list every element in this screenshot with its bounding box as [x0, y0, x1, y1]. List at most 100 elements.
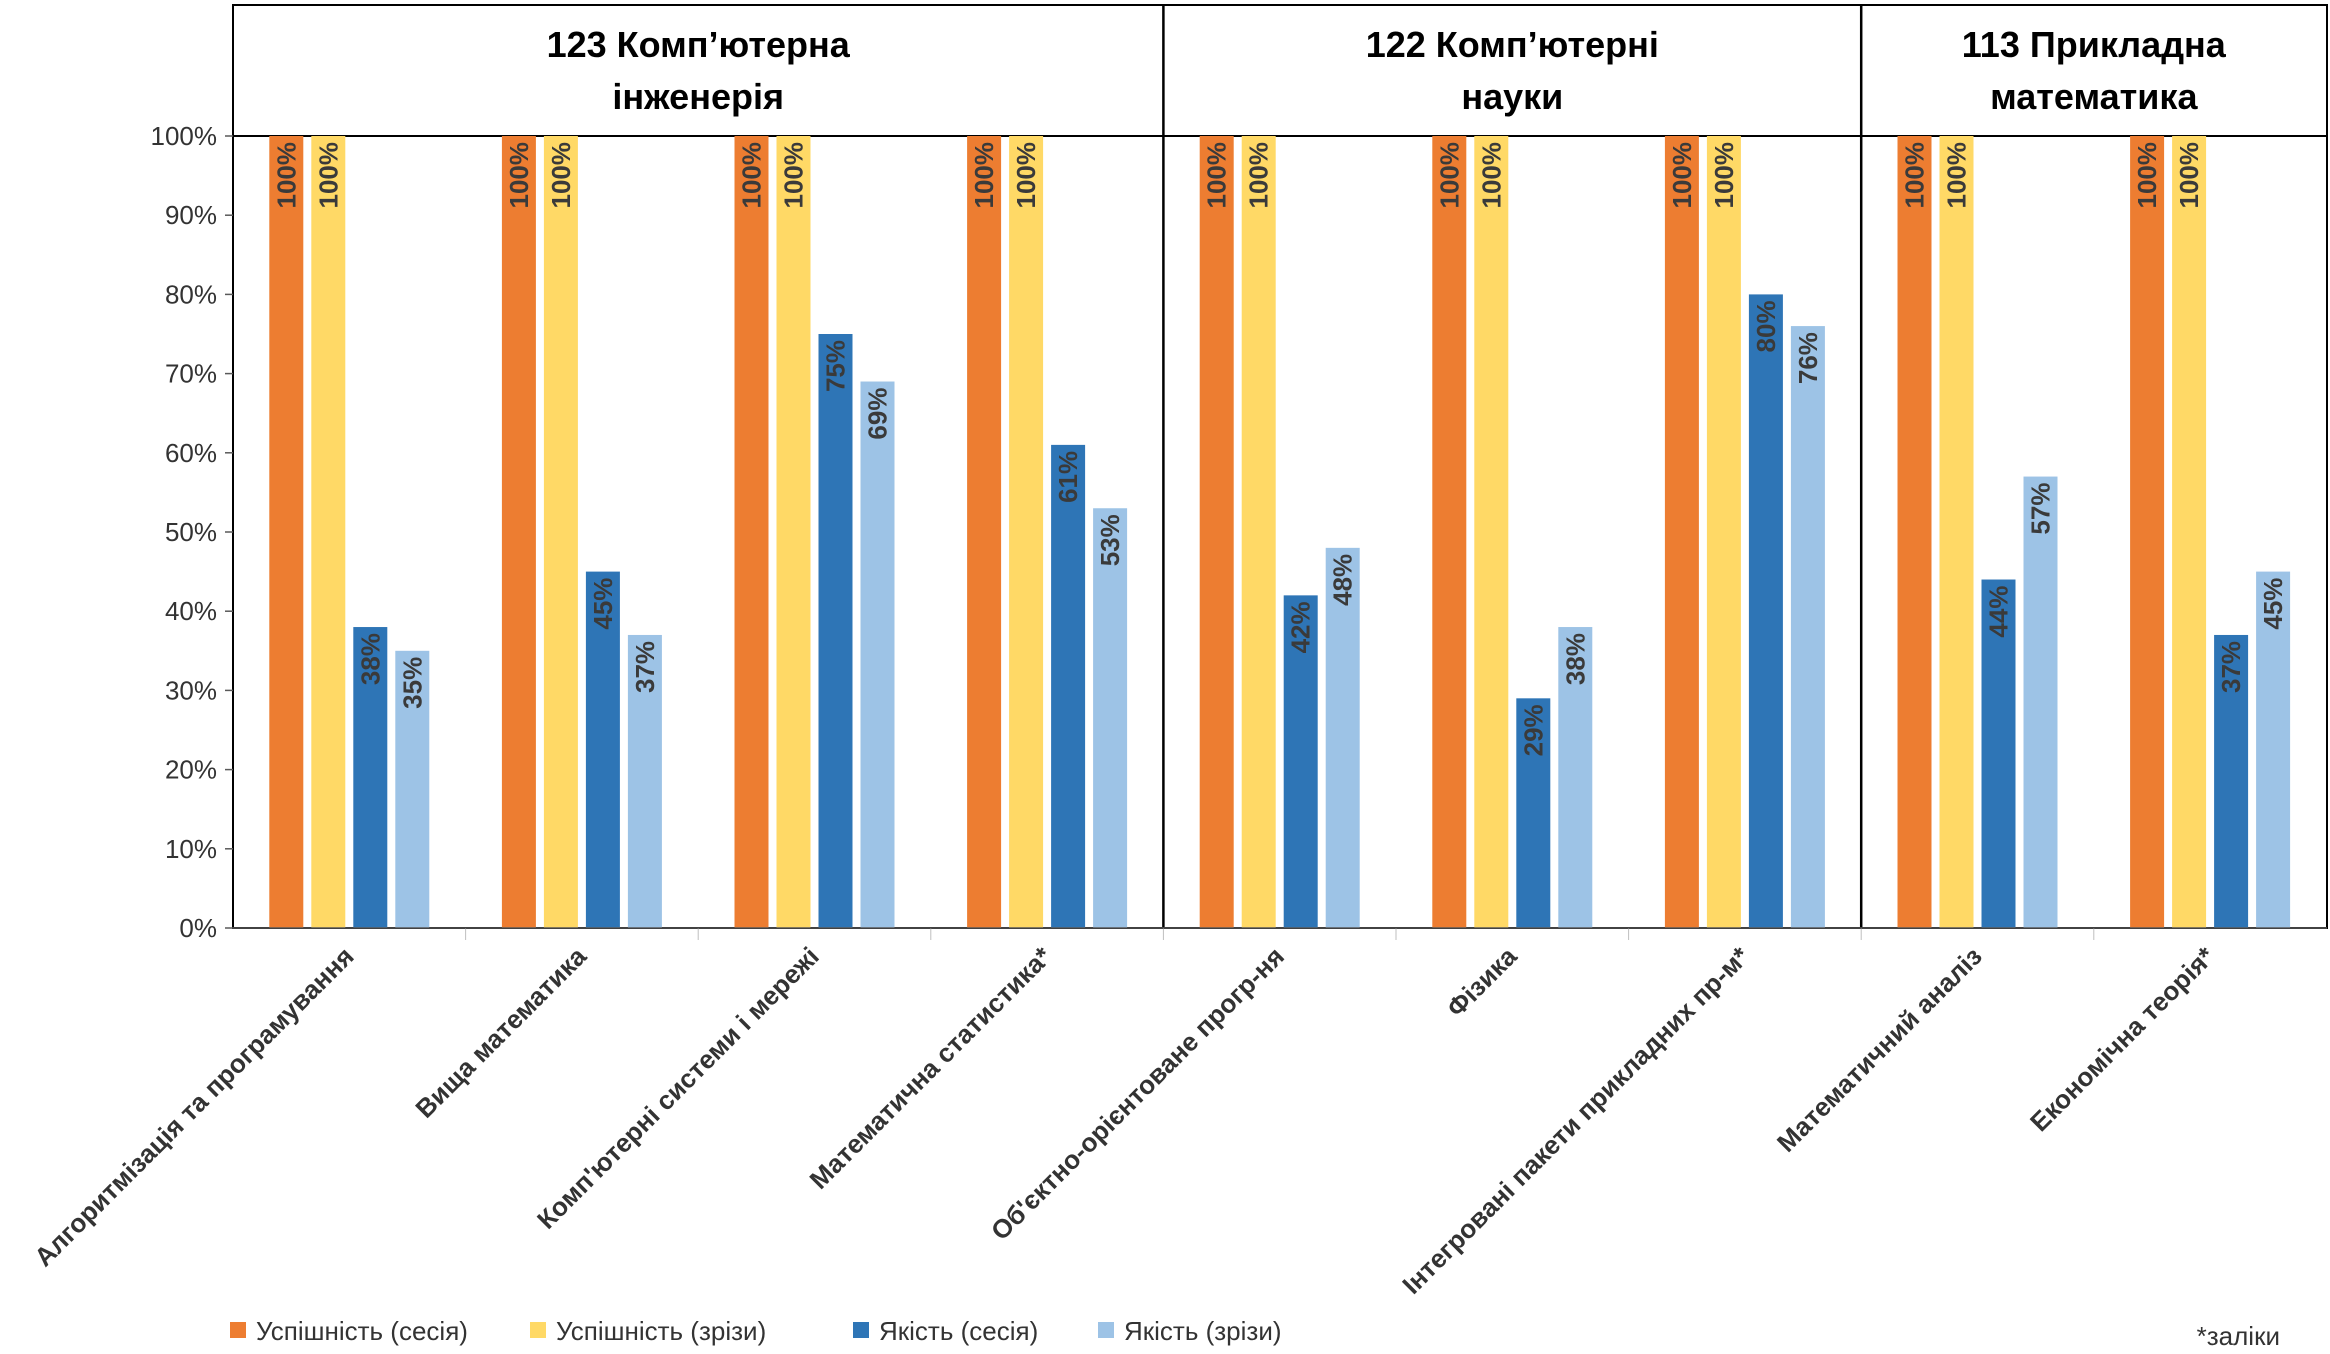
- bar: [1748, 294, 1783, 928]
- bar: [627, 634, 662, 928]
- bars: [269, 136, 2291, 929]
- bar: [1325, 547, 1360, 928]
- data-label: 29%: [1518, 704, 1548, 756]
- data-label: 100%: [546, 142, 576, 209]
- data-label: 44%: [1984, 586, 2014, 638]
- legend-label: Успішність (зрізи): [556, 1316, 766, 1346]
- y-tick-label: 10%: [165, 834, 217, 864]
- bar: [1981, 579, 2016, 928]
- bar: [543, 136, 578, 928]
- data-label: 37%: [2216, 641, 2246, 693]
- legend-swatch: [1098, 1322, 1114, 1338]
- y-axis: 0% 10% 20% 30% 40% 50% 60% 70% 80% 90% 100%: [151, 121, 233, 943]
- data-label: 100%: [1476, 142, 1506, 209]
- legend-label: Якість (сесія): [879, 1316, 1038, 1346]
- footnote: *заліки: [2197, 1321, 2280, 1351]
- bar: [2130, 136, 2165, 928]
- bar: [585, 571, 620, 928]
- bar: [1558, 627, 1593, 928]
- x-axis: Алгоритмізація та програмування Вища мате…: [28, 927, 2327, 1300]
- x-tick-label: Алгоритмізація та програмування: [28, 941, 359, 1272]
- bar: [1199, 136, 1234, 928]
- bar: [1283, 595, 1318, 928]
- y-tick-label: 100%: [151, 121, 218, 151]
- data-label: 80%: [1751, 300, 1781, 352]
- data-label: 53%: [1095, 514, 1125, 566]
- group-title-line: 123 Комп’ютерна: [547, 24, 851, 65]
- bar: [1664, 136, 1699, 928]
- y-tick-label: 30%: [165, 675, 217, 705]
- data-label: 37%: [630, 641, 660, 693]
- bar: [395, 650, 430, 928]
- y-tick-label: 0%: [179, 913, 217, 943]
- bar: [734, 136, 769, 928]
- bar: [311, 136, 346, 928]
- data-label: 69%: [863, 388, 893, 440]
- data-label: 100%: [737, 142, 767, 209]
- data-label: 42%: [1286, 601, 1316, 653]
- group-title-line: математика: [1990, 76, 2198, 117]
- data-label: 35%: [397, 657, 427, 709]
- bar: [1009, 136, 1044, 928]
- data-label: 100%: [271, 142, 301, 209]
- data-label: 100%: [779, 142, 809, 209]
- data-label: 100%: [1244, 142, 1274, 209]
- bar: [1474, 136, 1509, 928]
- bar: [2256, 571, 2291, 928]
- data-label: 100%: [969, 142, 999, 209]
- y-tick-label: 80%: [165, 279, 217, 309]
- data-label: 45%: [588, 578, 618, 630]
- group-title-line: інженерія: [612, 76, 784, 117]
- data-label: 100%: [504, 142, 534, 209]
- data-label: 100%: [1709, 142, 1739, 209]
- legend-swatch: [853, 1322, 869, 1338]
- y-tick-label: 40%: [165, 596, 217, 626]
- data-label: 38%: [355, 633, 385, 685]
- group-titles: 123 Комп’ютерна інженерія 122 Комп’ютерні н…: [547, 24, 2227, 117]
- legend-swatch: [230, 1322, 246, 1338]
- bar: [967, 136, 1002, 928]
- y-tick-label: 20%: [165, 755, 217, 785]
- legend: Успішність (сесія) Успішність (зрізи) Якіс…: [230, 1316, 1282, 1346]
- data-label: 38%: [1560, 633, 1590, 685]
- bar: [2023, 476, 2058, 928]
- bar: [1051, 444, 1086, 928]
- bar: [1790, 326, 1825, 929]
- x-tick-label: Фізика: [1441, 941, 1523, 1023]
- legend-swatch: [530, 1322, 546, 1338]
- data-label: 100%: [1011, 142, 1041, 209]
- bar: [501, 136, 536, 928]
- data-label: 100%: [1202, 142, 1232, 209]
- bar: [353, 627, 388, 928]
- data-label: 45%: [2258, 578, 2288, 630]
- y-tick-label: 60%: [165, 438, 217, 468]
- data-label: 100%: [1900, 142, 1930, 209]
- x-tick-label: Математичний аналіз: [1771, 941, 1988, 1158]
- x-tick-label: Вища математика: [409, 941, 592, 1124]
- bar: [776, 136, 811, 928]
- data-label: 100%: [1667, 142, 1697, 209]
- data-label: 100%: [313, 142, 343, 209]
- bar: [1897, 136, 1932, 928]
- data-label: 57%: [2026, 483, 2056, 535]
- data-label: 100%: [1434, 142, 1464, 209]
- group-title-line: 122 Комп’ютерні: [1366, 24, 1659, 65]
- bar: [269, 136, 304, 928]
- bar: [2172, 136, 2207, 928]
- y-tick-label: 70%: [165, 359, 217, 389]
- bar: [1241, 136, 1276, 928]
- data-label: 100%: [2174, 142, 2204, 209]
- x-tick-label: Комп'ютерні системи і мережі: [531, 941, 825, 1235]
- data-label: 61%: [1053, 451, 1083, 503]
- bar: [2214, 634, 2249, 928]
- bar: [1939, 136, 1974, 928]
- legend-label: Якість (зрізи): [1124, 1316, 1282, 1346]
- data-label: 100%: [2132, 142, 2162, 209]
- bar: [1706, 136, 1741, 928]
- data-labels: 100% 100% 38% 35% 100% 100% 45% 37% 100% 100% 75% 6…: [271, 142, 2288, 756]
- bar: [1432, 136, 1467, 928]
- bar: [1093, 508, 1128, 928]
- y-tick-label: 90%: [165, 200, 217, 230]
- data-label: 100%: [1942, 142, 1972, 209]
